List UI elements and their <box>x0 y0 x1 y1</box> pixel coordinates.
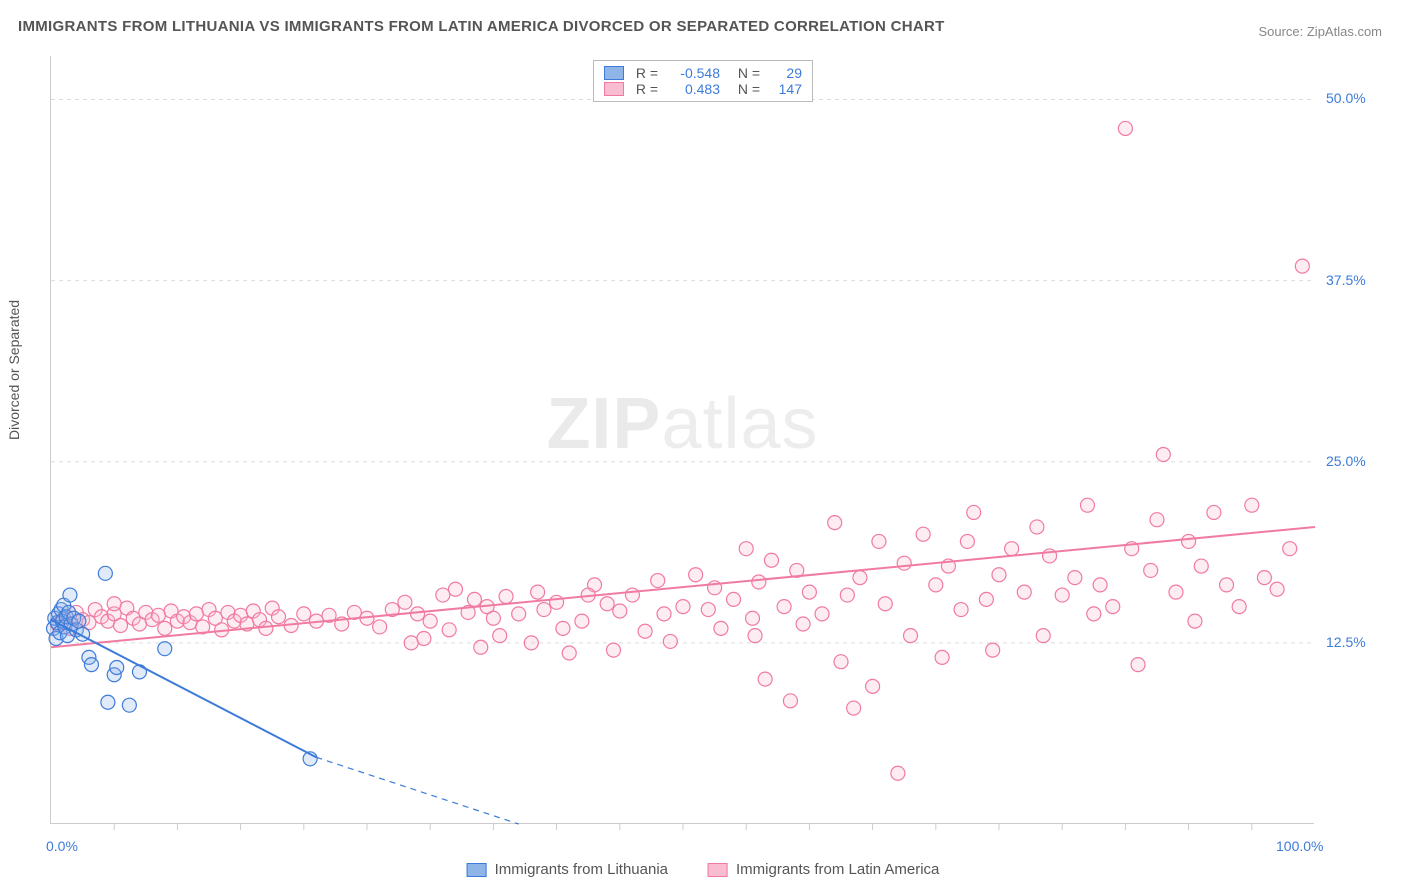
swatch-latin-america-bottom <box>708 863 728 877</box>
r-value-lithuania: -0.548 <box>664 65 720 81</box>
x-tick-min: 0.0% <box>46 838 78 854</box>
swatch-lithuania-bottom <box>467 863 487 877</box>
legend-correlation-box: R = -0.548 N = 29 R = 0.483 N = 147 <box>593 60 813 102</box>
x-tick-max: 100.0% <box>1276 838 1323 854</box>
chart-title: IMMIGRANTS FROM LITHUANIA VS IMMIGRANTS … <box>18 18 945 35</box>
n-label: N = <box>732 65 760 81</box>
y-tick-label: 50.0% <box>1326 90 1366 106</box>
swatch-lithuania <box>604 66 624 80</box>
plot-area: ZIPatlas <box>50 56 1314 824</box>
legend-row-lithuania: R = -0.548 N = 29 <box>604 65 802 81</box>
y-tick-label: 37.5% <box>1326 272 1366 288</box>
r-value-latin-america: 0.483 <box>664 81 720 97</box>
n-label: N = <box>732 81 760 97</box>
r-label: R = <box>630 81 658 97</box>
n-value-lithuania: 29 <box>766 65 802 81</box>
n-value-latin-america: 147 <box>766 81 802 97</box>
legend-item-latin-america: Immigrants from Latin America <box>708 861 939 878</box>
legend-row-latin-america: R = 0.483 N = 147 <box>604 81 802 97</box>
legend-item-lithuania: Immigrants from Lithuania <box>467 861 668 878</box>
legend-label-latin-america: Immigrants from Latin America <box>736 861 939 878</box>
source-attribution: Source: ZipAtlas.com <box>1258 24 1382 39</box>
chart-svg <box>51 56 1314 823</box>
legend-series: Immigrants from Lithuania Immigrants fro… <box>467 861 940 878</box>
legend-label-lithuania: Immigrants from Lithuania <box>495 861 668 878</box>
y-axis-title: Divorced or Separated <box>6 300 22 440</box>
y-tick-label: 12.5% <box>1326 634 1366 650</box>
r-label: R = <box>630 65 658 81</box>
y-tick-label: 25.0% <box>1326 453 1366 469</box>
swatch-latin-america <box>604 82 624 96</box>
